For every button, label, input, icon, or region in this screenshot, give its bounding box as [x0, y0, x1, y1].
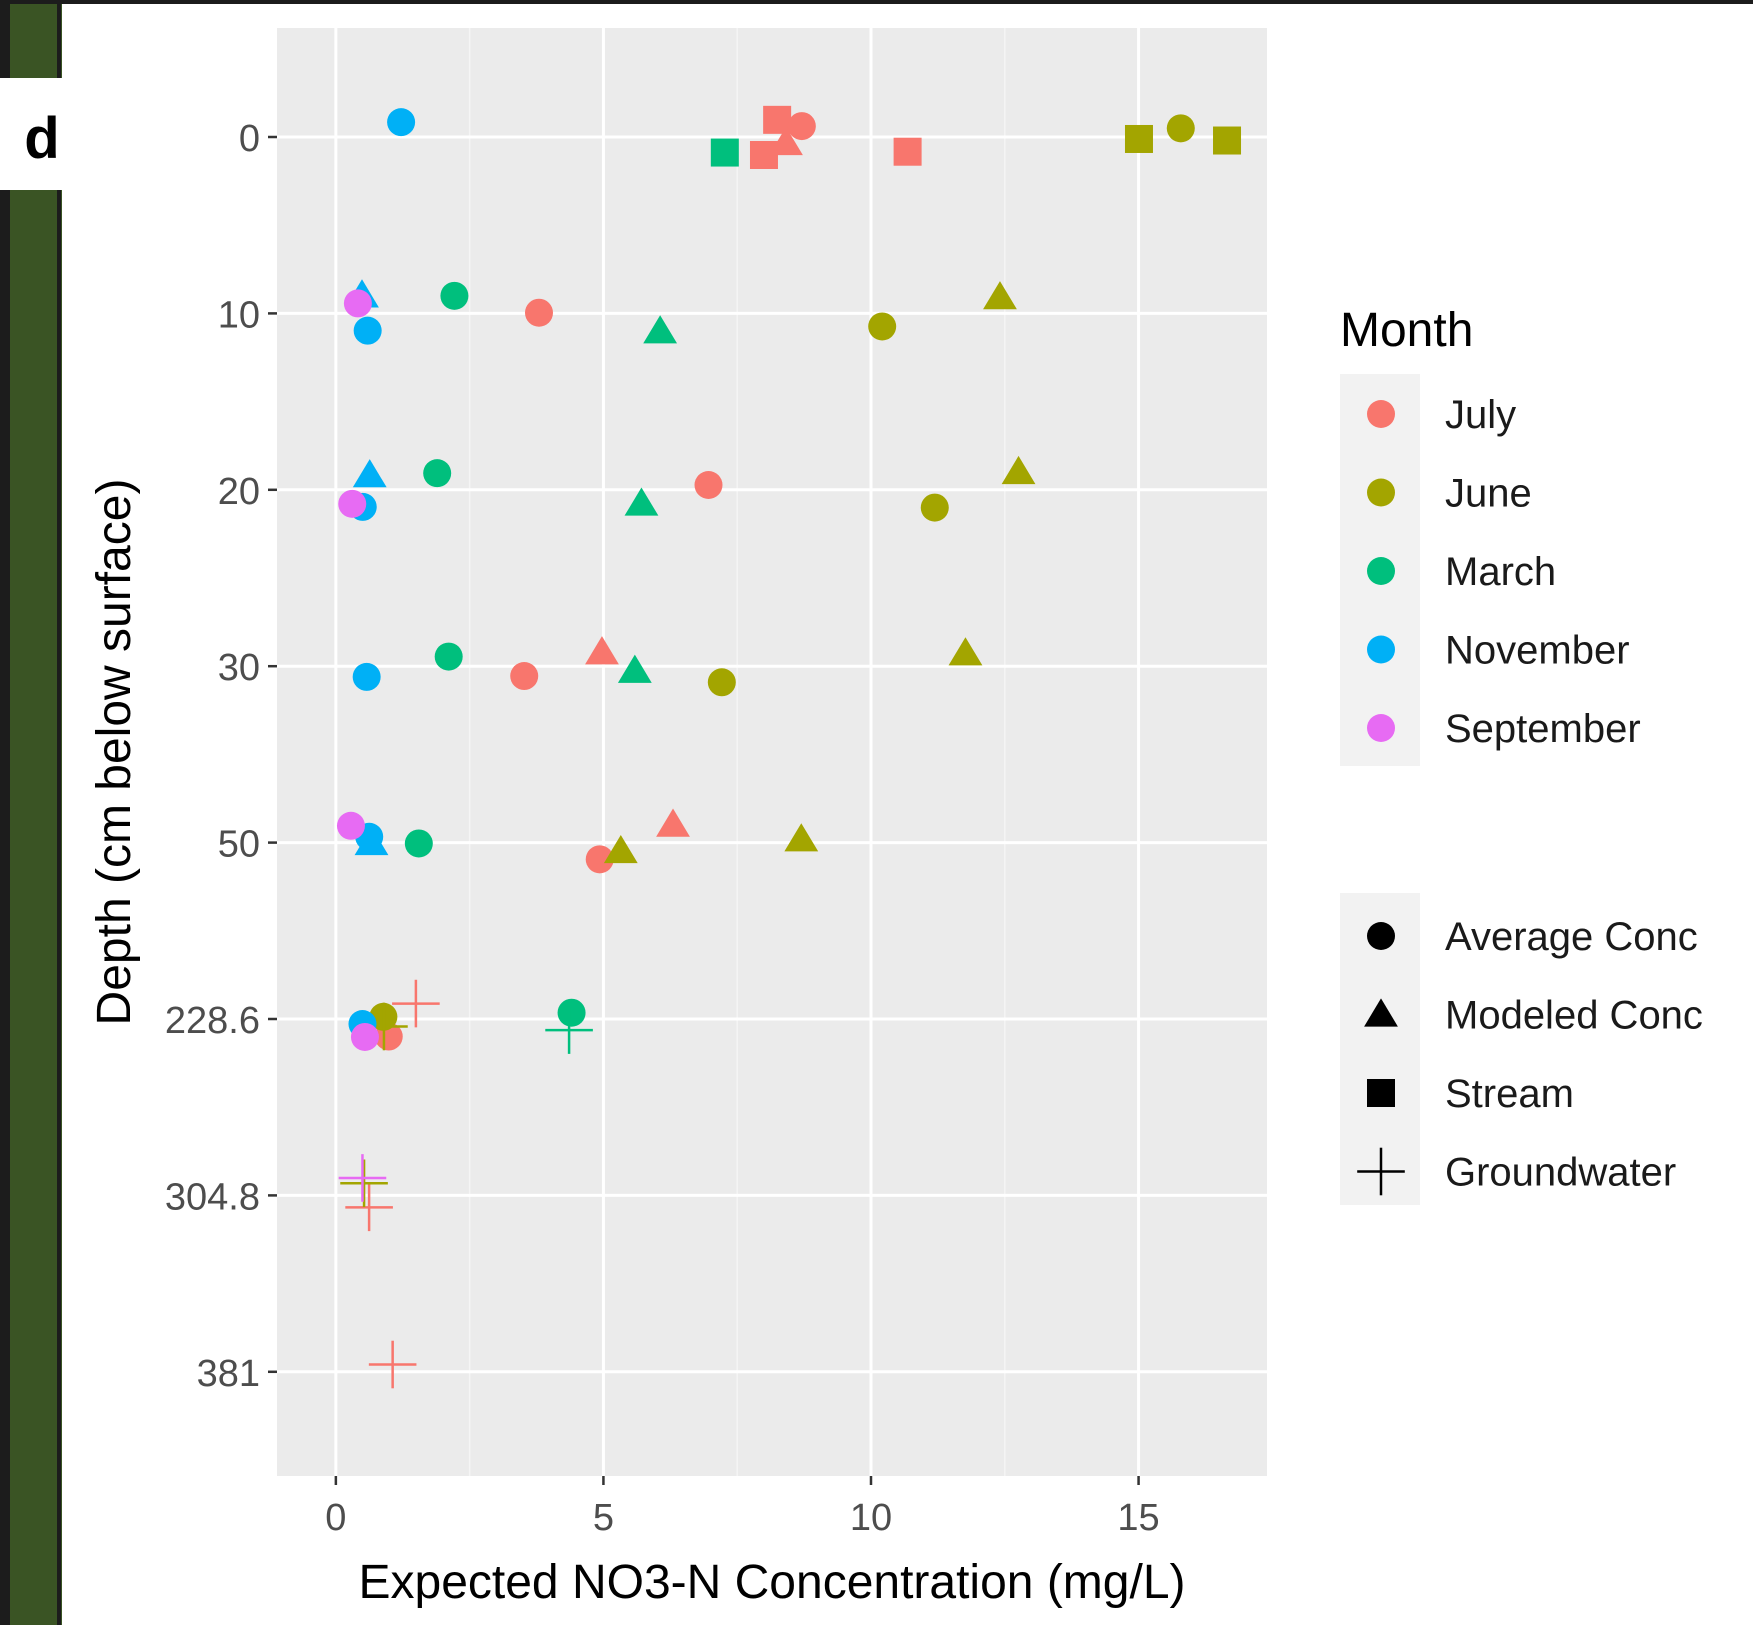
data-point-circle	[338, 489, 367, 518]
data-point-triangle	[352, 459, 387, 488]
data-point-square	[1213, 126, 1242, 155]
x-tick-label: 0	[325, 1497, 346, 1539]
data-point-plus	[340, 1159, 388, 1208]
data-point-plus	[545, 1006, 593, 1054]
data-point-circle	[434, 642, 463, 671]
legend-shape-label: Average Conc	[1445, 915, 1698, 959]
legend-color-label: March	[1445, 550, 1556, 594]
data-point-triangle	[354, 826, 389, 856]
legend-shape-key	[1367, 1079, 1395, 1107]
data-point-square	[1124, 124, 1153, 153]
data-point-triangle	[656, 808, 690, 837]
data-point-circle	[352, 662, 381, 691]
data-point-circle	[694, 470, 723, 499]
x-tick-label: 5	[593, 1497, 614, 1539]
y-tick-label: 30	[218, 647, 260, 689]
legend-color-label: November	[1445, 629, 1630, 673]
legend-color-key	[1367, 635, 1395, 664]
y-axis-label: Depth (cm below surface)	[88, 479, 141, 1026]
data-point-triangle	[643, 315, 678, 344]
legend-color-key	[1367, 714, 1395, 742]
data-point-circle	[585, 845, 614, 874]
data-point-circle	[557, 998, 586, 1027]
data-point-triangle	[1001, 455, 1036, 485]
data-point-circle	[350, 1022, 379, 1051]
legend-color-title: Month	[1340, 304, 1473, 357]
data-point-circle	[1166, 114, 1195, 143]
data-point-circle	[920, 493, 949, 522]
data-point-square	[710, 138, 739, 167]
data-point-triangle	[769, 126, 803, 156]
legend-color-label: September	[1445, 707, 1641, 751]
data-point-circle	[387, 108, 416, 137]
legend-shape-label: Modeled Conc	[1445, 994, 1703, 1038]
x-tick-label: 10	[850, 1497, 892, 1539]
data-point-triangle	[784, 823, 819, 852]
data-point-triangle	[617, 654, 652, 683]
legend-shape-label: Groundwater	[1445, 1151, 1676, 1195]
x-axis-label: Expected NO3-N Concentration (mg/L)	[358, 1556, 1185, 1609]
data-point-circle	[707, 668, 736, 697]
y-axis-ticks: 0 10 20 30 50 228.6 304.8 381	[165, 118, 277, 1395]
legend-color-label: July	[1445, 393, 1516, 437]
data-point-triangle	[585, 636, 619, 665]
panel-label: d	[24, 106, 59, 171]
data-point-plus	[368, 1340, 417, 1389]
top-border	[0, 0, 1753, 4]
legend-month: July June March November September	[1340, 374, 1641, 766]
data-point-triangle	[983, 281, 1017, 310]
legend-color-key	[1367, 400, 1395, 428]
y-tick-label: 381	[197, 1353, 260, 1395]
data-point-plus	[392, 979, 440, 1028]
y-tick-label: 304.8	[165, 1176, 260, 1218]
y-tick-label: 228.6	[165, 1000, 260, 1042]
legend-shape: Average Conc Modeled Conc Stream Groundwate…	[1340, 893, 1703, 1205]
data-point-triangle	[624, 487, 659, 516]
data-point-circle	[868, 312, 897, 341]
data-point-circle	[343, 289, 372, 318]
data-point-circle	[787, 112, 816, 141]
data-point-circle	[524, 298, 553, 327]
data-point-triangle	[603, 834, 638, 864]
legend-color-key	[1367, 478, 1395, 507]
data-point-circle	[404, 829, 433, 858]
y-tick-label: 10	[218, 294, 260, 336]
data-points	[336, 105, 1242, 1389]
data-point-circle	[353, 316, 382, 345]
data-point-circle	[510, 662, 539, 691]
legend-shape-key	[1364, 998, 1398, 1027]
data-point-triangle	[948, 637, 983, 666]
y-tick-label: 20	[218, 471, 260, 513]
left-inner-border	[57, 0, 61, 1625]
x-tick-label: 15	[1117, 1497, 1159, 1539]
data-point-square	[893, 137, 922, 166]
x-axis-ticks: 0 5 10 15	[325, 1476, 1160, 1539]
data-point-circle	[336, 811, 365, 840]
plot-panel	[277, 28, 1267, 1476]
panel-label-box	[0, 78, 62, 190]
left-side-bar	[0, 0, 62, 1625]
left-outer-border	[0, 0, 10, 1625]
grid-lines	[277, 28, 1267, 1476]
y-tick-label: 0	[239, 118, 260, 160]
y-tick-label: 50	[218, 824, 260, 866]
data-point-plus	[338, 1154, 387, 1202]
legend-shape-label: Stream	[1445, 1072, 1574, 1116]
data-point-circle	[440, 281, 469, 310]
legend-shape-key	[1357, 1147, 1405, 1196]
legend-color-label: June	[1445, 472, 1532, 516]
data-point-circle	[423, 459, 452, 488]
legend-color-key	[1367, 557, 1395, 585]
data-point-plus	[345, 1183, 393, 1232]
legend-shape-key	[1367, 922, 1395, 950]
